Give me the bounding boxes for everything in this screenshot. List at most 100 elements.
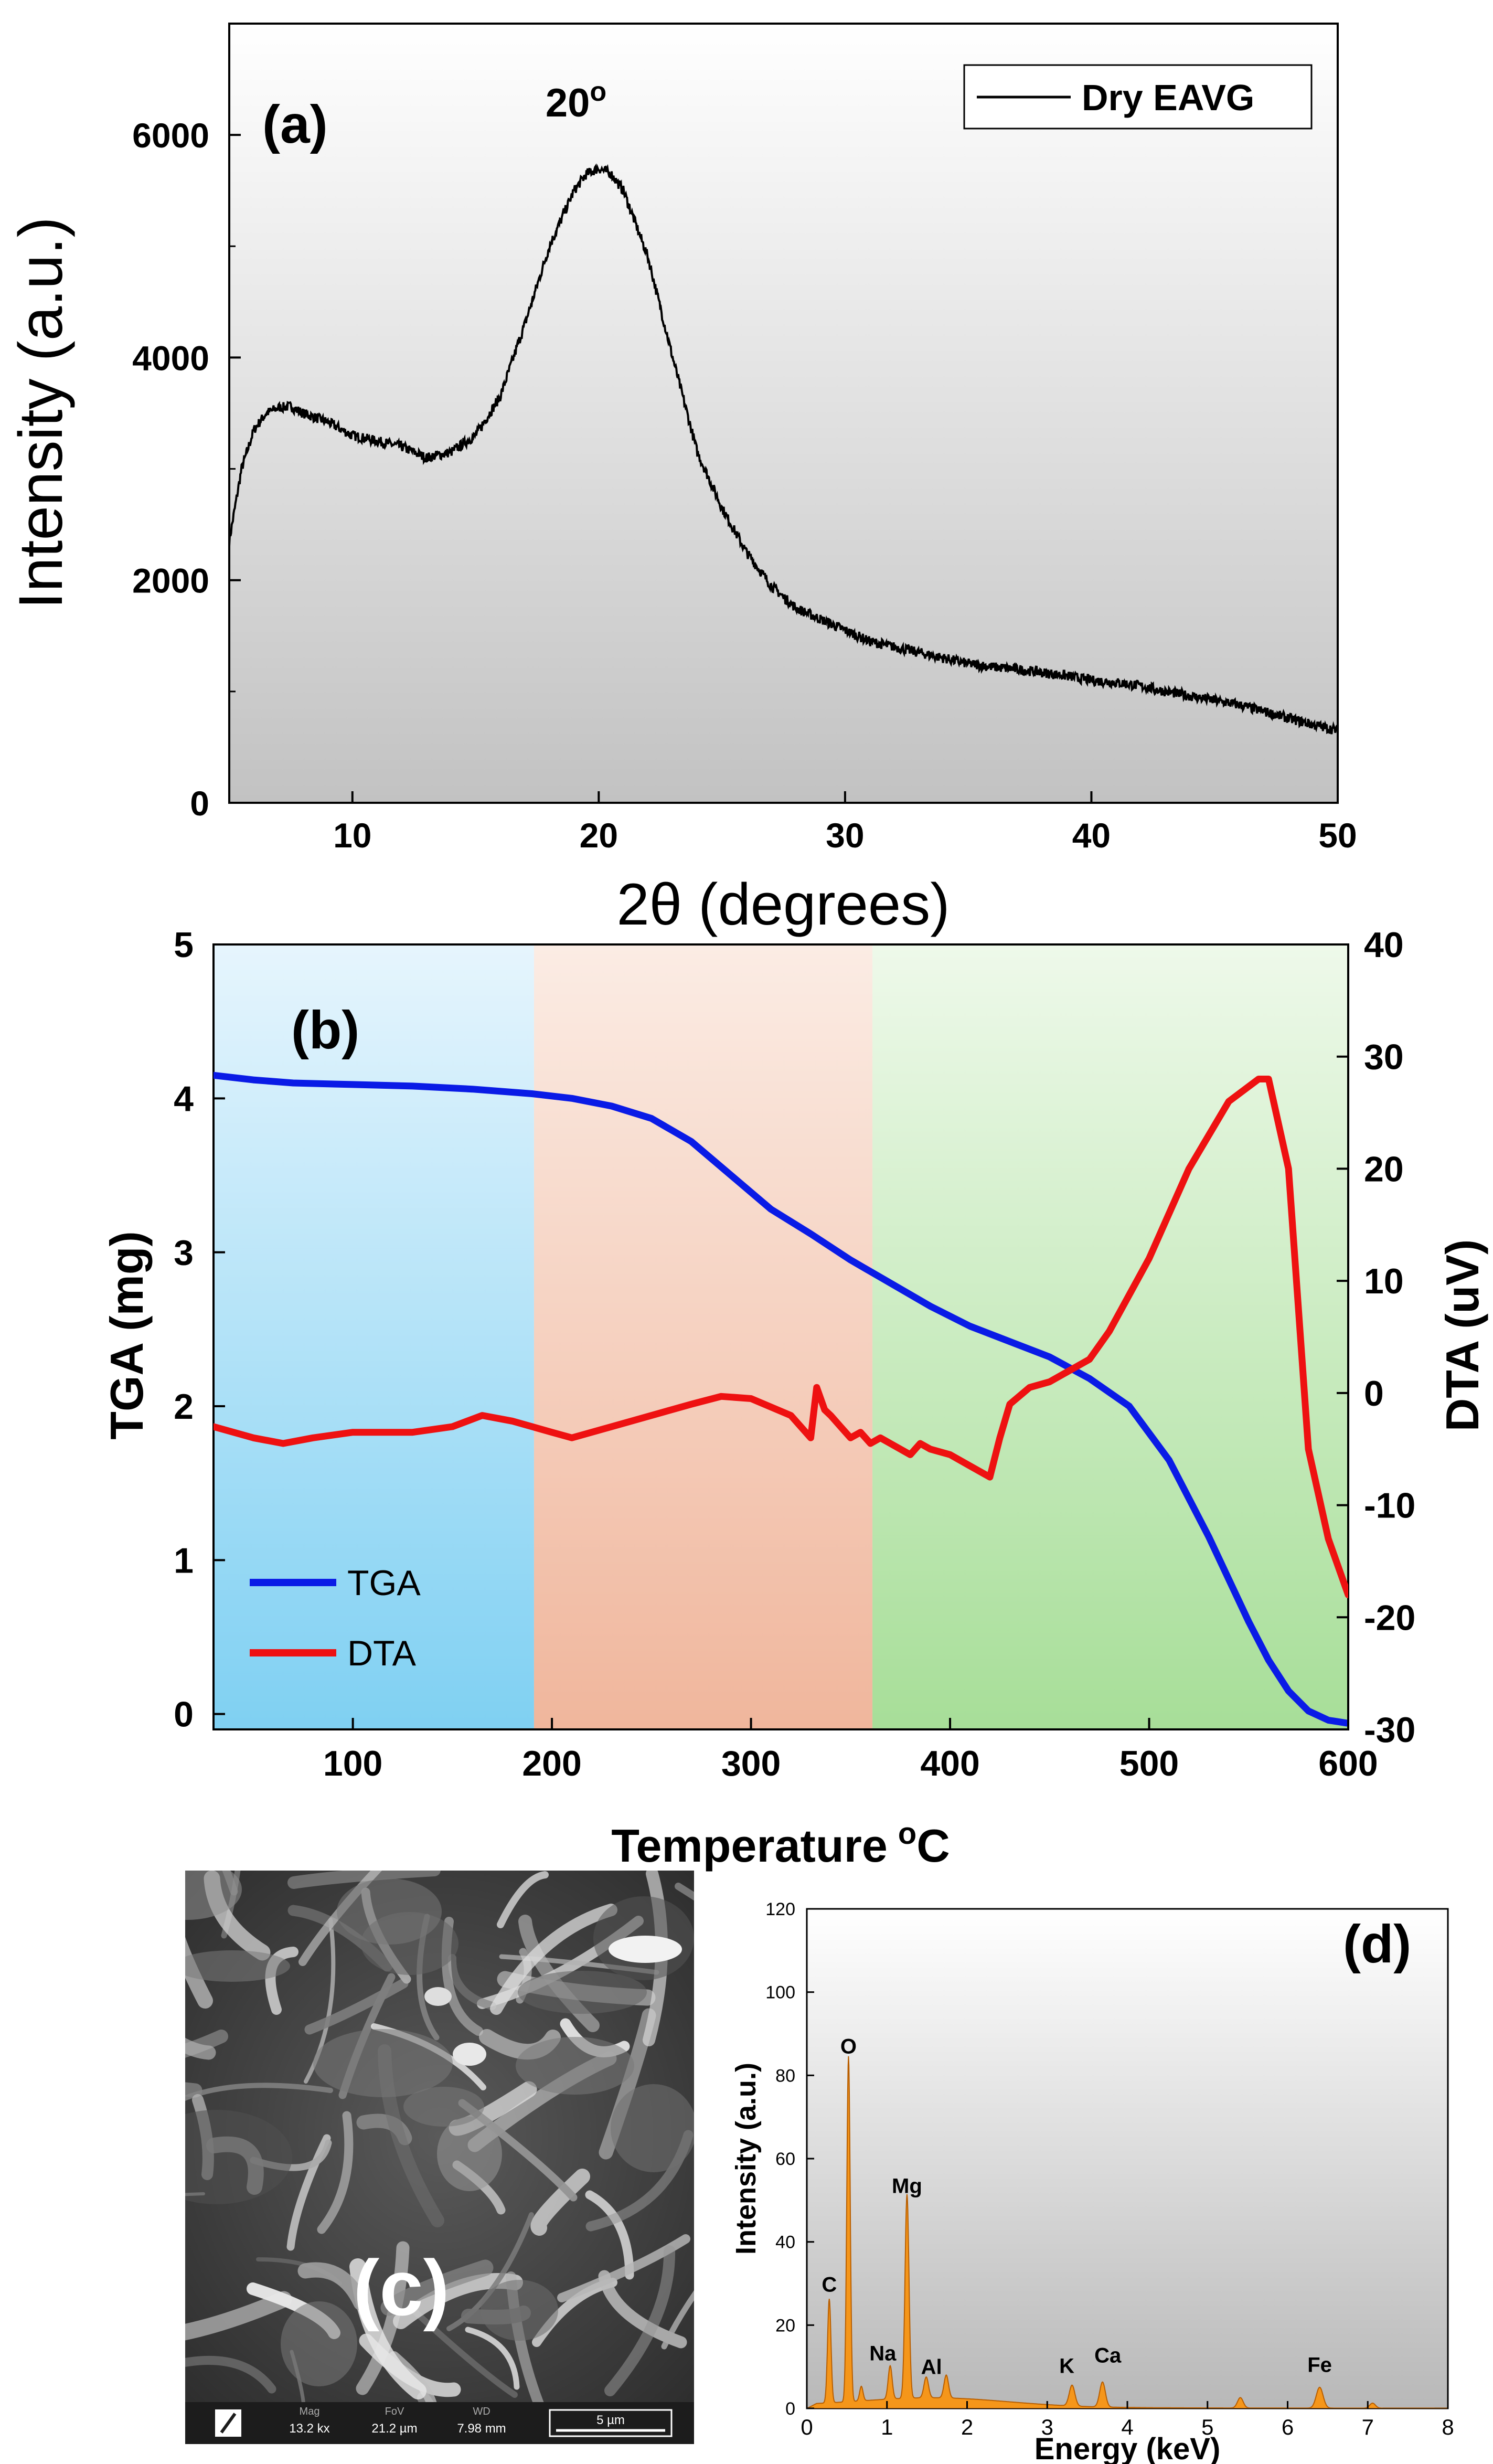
y-axis-title-d: Intensity (a.u.): [730, 2063, 762, 2255]
x-tick-label-d: 0: [801, 2415, 813, 2439]
y-tick-label-b-left: 2: [174, 1387, 194, 1427]
x-tick-label-b: 600: [1318, 1744, 1378, 1783]
peak-label-fe: Fe: [1307, 2353, 1332, 2376]
y-tick-label-b-right: 10: [1364, 1261, 1404, 1301]
y-tick-label-b-right: -30: [1364, 1710, 1415, 1750]
legend-a: Dry EAVG: [963, 64, 1313, 130]
y-tick-label-b-left: 5: [174, 925, 194, 965]
temperature-region-3: [872, 944, 1348, 1729]
sem-wd-label: WD: [473, 2406, 490, 2417]
plot-a-marks: [229, 163, 1338, 735]
y-axis-title-b-right: DTA (uV): [1436, 1239, 1488, 1432]
panel-b-label: (b): [291, 1000, 359, 1060]
x-tick-label-a: 50: [1318, 816, 1357, 855]
y-tick-label-b-right: 0: [1364, 1374, 1384, 1414]
x-tick-label-b: 100: [323, 1744, 382, 1783]
temperature-region-1: [214, 944, 534, 1729]
xrd-line-dry-eavg: [229, 163, 1338, 735]
plot-b-area: [212, 943, 1349, 1730]
peak-label-c: C: [822, 2274, 837, 2297]
peak-label-ca: Ca: [1094, 2344, 1122, 2367]
x-tick-label-d: 7: [1362, 2415, 1374, 2439]
y-tick-label-b-right: 20: [1364, 1149, 1404, 1189]
legend-b-label-dta: DTA: [347, 1633, 417, 1673]
x-tick-label-a: 40: [1072, 816, 1111, 855]
y-axis-title-a: Intensity (a.u.): [6, 217, 76, 609]
sem-infobar: Mag 13.2 kx FoV 21.2 µm WD 7.98 mm 5 µm: [185, 2402, 694, 2444]
x-tick-label-b: 400: [920, 1744, 979, 1783]
peak-label-al: Al: [921, 2355, 942, 2378]
y-tick-label-b-left: 4: [174, 1079, 194, 1119]
y-tick-label-d: 100: [765, 1983, 795, 2003]
sem-scalebar-box: [549, 2409, 673, 2437]
plot-b-marks: [214, 1071, 1348, 1727]
dta-line: [214, 1076, 1348, 1598]
plot-d-area: [806, 1908, 1449, 2409]
y-tick-label-d: 40: [775, 2233, 795, 2253]
x-tick-label-d: 6: [1282, 2415, 1294, 2439]
legend-a-label: Dry EAVG: [1082, 77, 1254, 118]
peak-annotation-a: 20o: [546, 77, 606, 125]
x-axis-title-d: Energy (keV): [1035, 2432, 1221, 2464]
x-axis-title-b: Temperature oC: [611, 1817, 950, 1872]
y-tick-label-a: 6000: [132, 116, 209, 155]
temperature-region-2: [534, 944, 873, 1729]
y-tick-label-a: 0: [190, 784, 209, 823]
panel-d-label: (d): [1343, 1914, 1411, 1974]
y-axis-title-b-left: TGA (mg): [101, 1231, 153, 1440]
plot-a-area: [228, 23, 1339, 804]
peak-label-mg: Mg: [892, 2174, 922, 2197]
y-tick-label-a: 4000: [132, 338, 209, 377]
x-tick-label-d: 3: [1041, 2415, 1053, 2439]
y-tick-label-b-right: -20: [1364, 1598, 1415, 1638]
y-tick-label-b-left: 0: [174, 1695, 194, 1735]
x-tick-label-d: 5: [1201, 2415, 1213, 2439]
y-tick-label-b-right: -10: [1364, 1486, 1415, 1526]
plot-b-ticks: 100 200 300 400 500 600 0 1 2 3 4 5 -30 -20 -10 0 10 20 30…: [174, 925, 1415, 1783]
peak-label-o: O: [840, 2035, 857, 2058]
x-tick-label-d: 8: [1442, 2415, 1454, 2439]
x-tick-label-a: 10: [333, 816, 371, 855]
x-tick-label-d: 1: [881, 2415, 893, 2439]
y-tick-label-b-left: 3: [174, 1233, 194, 1273]
x-tick-label-a: 30: [826, 816, 864, 855]
panel-c: Mag 13.2 kx FoV 21.2 µm WD 7.98 mm 5 µm …: [185, 1871, 694, 2444]
peak-label-k: K: [1059, 2354, 1074, 2377]
sem-image: [185, 1871, 694, 2402]
x-tick-label-d: 2: [961, 2415, 973, 2439]
plot-b-regions: [214, 944, 1348, 1729]
sem-mag-value: 13.2 kx: [289, 2421, 329, 2436]
y-tick-label-b-right: 40: [1364, 925, 1404, 965]
x-tick-label-b: 200: [522, 1744, 581, 1783]
y-tick-label-d: 0: [785, 2399, 795, 2419]
legend-b: TGA DTA: [250, 1563, 421, 1673]
x-tick-label-b: 300: [721, 1744, 781, 1783]
peak-label-na: Na: [869, 2342, 897, 2365]
sem-wd-value: 7.98 mm: [457, 2421, 506, 2436]
y-tick-label-b-right: 30: [1364, 1037, 1404, 1077]
x-tick-label-b: 500: [1119, 1744, 1179, 1783]
sem-fov-value: 21.2 µm: [371, 2421, 417, 2436]
y-tick-label-d: 60: [775, 2149, 795, 2169]
y-tick-label-d: 120: [765, 1899, 795, 1919]
legend-b-label-tga: TGA: [347, 1563, 421, 1603]
sem-fov-label: FoV: [385, 2406, 404, 2417]
x-axis-title-a: 2θ (degrees): [616, 872, 950, 937]
sem-scalebar-label: 5 µm: [596, 2413, 625, 2427]
x-tick-label-d: 4: [1121, 2415, 1133, 2439]
sem-mag-label: Mag: [300, 2406, 320, 2417]
panel-c-label: (c): [353, 2244, 449, 2332]
y-tick-label-b-left: 1: [174, 1541, 194, 1580]
sem-texture: [185, 1871, 694, 2402]
y-tick-label-d: 80: [775, 2066, 795, 2086]
y-tick-label-a: 2000: [132, 561, 209, 600]
panel-a-label: (a): [262, 94, 328, 154]
x-tick-label-a: 20: [580, 816, 618, 855]
y-tick-label-d: 20: [775, 2316, 795, 2335]
panel-a: 10 20 30 40 50 0 2000 4000 6000 (a) 20o Dry EAVG…: [6, 23, 1357, 937]
plot-a-ticks: 10 20 30 40 50 0 2000 4000 6000: [132, 116, 1357, 855]
tga-line: [214, 1071, 1348, 1727]
